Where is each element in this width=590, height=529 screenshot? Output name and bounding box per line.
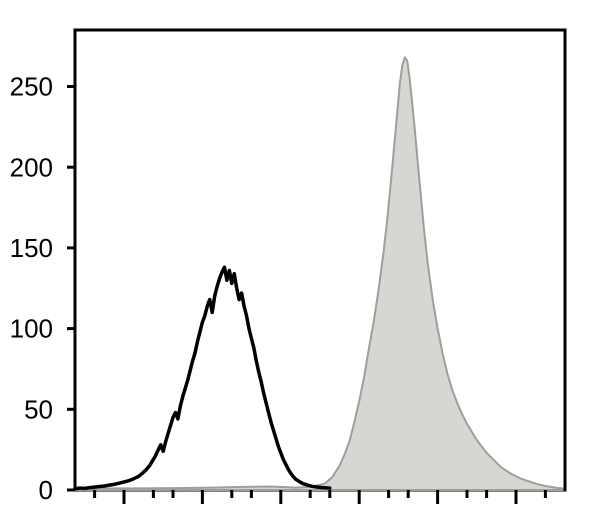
svg-text:0: 0 [39,475,53,505]
chart-svg: 0 50 100 150 200 250 [0,0,590,529]
svg-text:250: 250 [10,72,53,102]
svg-text:150: 150 [10,233,53,263]
svg-text:200: 200 [10,152,53,182]
svg-text:100: 100 [10,314,53,344]
svg-text:50: 50 [24,394,53,424]
histogram-chart: 0 50 100 150 200 250 [0,0,590,529]
